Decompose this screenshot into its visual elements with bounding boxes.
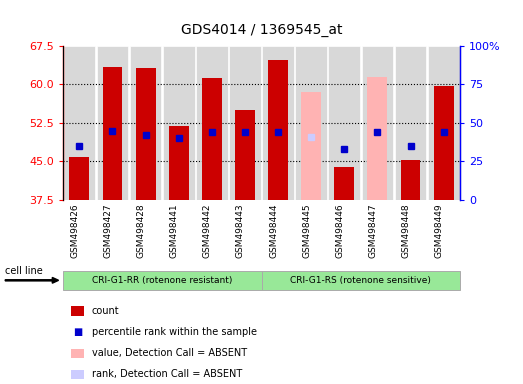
Text: value, Detection Call = ABSENT: value, Detection Call = ABSENT: [92, 348, 247, 358]
Bar: [63, 46, 95, 200]
Text: cell line: cell line: [5, 266, 43, 276]
Bar: [268, 60, 288, 200]
Bar: [395, 46, 426, 200]
Text: GSM498448: GSM498448: [402, 204, 411, 258]
Text: count: count: [92, 306, 119, 316]
Bar: [328, 46, 360, 200]
Bar: [301, 92, 321, 200]
Text: GSM498445: GSM498445: [302, 204, 311, 258]
Bar: [70, 157, 89, 200]
Bar: [135, 68, 155, 200]
Bar: [97, 46, 128, 200]
Text: CRI-G1-RR (rotenone resistant): CRI-G1-RR (rotenone resistant): [92, 276, 232, 285]
Text: CRI-G1-RS (rotenone sensitive): CRI-G1-RS (rotenone sensitive): [290, 276, 431, 285]
Text: GSM498446: GSM498446: [335, 204, 344, 258]
Text: GSM498426: GSM498426: [70, 204, 79, 258]
Text: GDS4014 / 1369545_at: GDS4014 / 1369545_at: [181, 23, 342, 37]
Bar: [361, 46, 393, 200]
Text: GSM498443: GSM498443: [236, 204, 245, 258]
Text: ■: ■: [73, 327, 83, 337]
Bar: [434, 86, 453, 200]
Text: GSM498444: GSM498444: [269, 204, 278, 258]
Text: rank, Detection Call = ABSENT: rank, Detection Call = ABSENT: [92, 369, 242, 379]
Text: GSM498449: GSM498449: [435, 204, 444, 258]
Bar: [401, 160, 420, 200]
Text: GSM498442: GSM498442: [203, 204, 212, 258]
Bar: [368, 77, 388, 200]
Bar: [229, 46, 261, 200]
Bar: [202, 78, 222, 200]
Bar: [428, 46, 460, 200]
Text: GSM498447: GSM498447: [368, 204, 378, 258]
Bar: [169, 126, 189, 200]
Bar: [163, 46, 195, 200]
Text: percentile rank within the sample: percentile rank within the sample: [92, 327, 256, 337]
Text: GSM498441: GSM498441: [169, 204, 179, 258]
Bar: [334, 167, 354, 200]
Bar: [130, 46, 162, 200]
Bar: [235, 110, 255, 200]
Bar: [103, 66, 122, 200]
Text: GSM498428: GSM498428: [137, 204, 145, 258]
Bar: [295, 46, 327, 200]
Bar: [196, 46, 228, 200]
Bar: [262, 46, 294, 200]
Text: GSM498427: GSM498427: [104, 204, 112, 258]
